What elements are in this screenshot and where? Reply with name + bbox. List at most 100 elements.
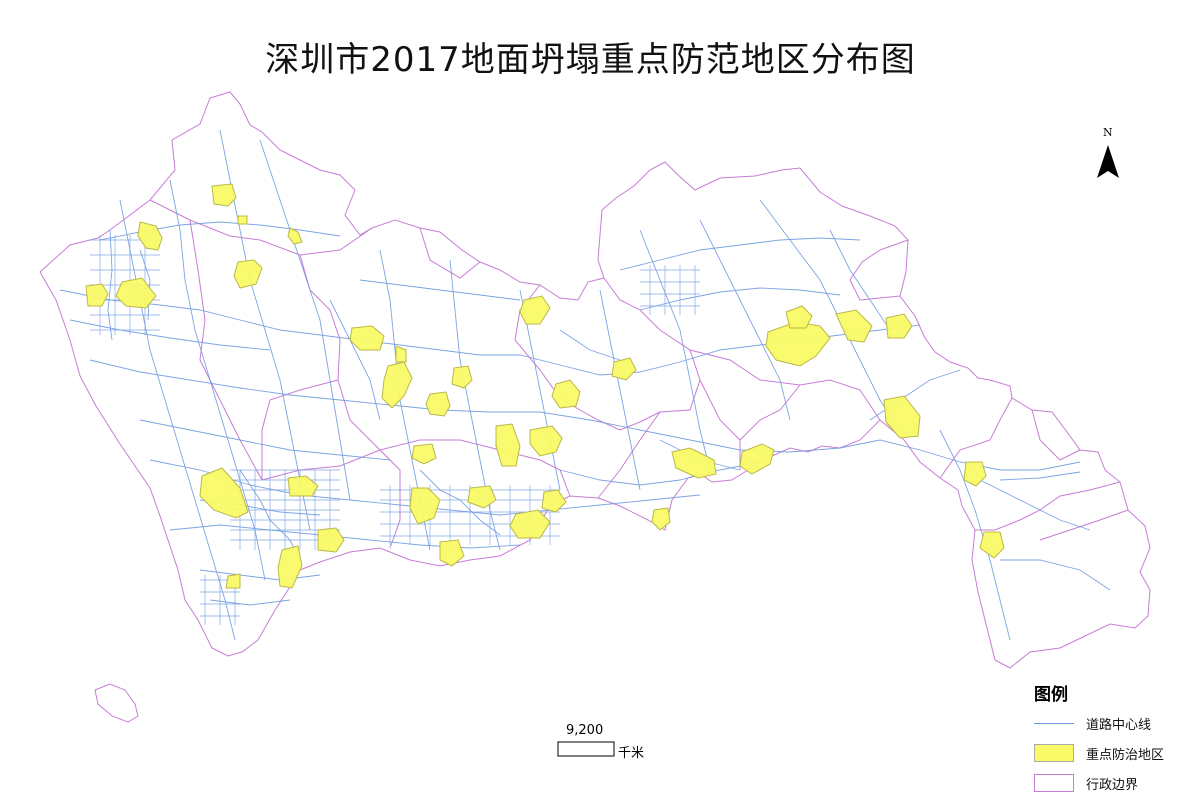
district-line	[699, 379, 741, 441]
prevention-zone	[765, 321, 831, 367]
north-label: N	[1103, 126, 1113, 139]
prevention-zone	[883, 395, 921, 439]
map-title: 深圳市2017地面坍塌重点防范地区分布图	[265, 40, 916, 80]
road	[209, 599, 291, 606]
district-line	[261, 379, 339, 480]
road	[359, 279, 521, 301]
legend-item-boundary: 行政边界	[1034, 772, 1138, 794]
prevention-zone	[835, 309, 873, 343]
legend-title: 图例	[1034, 685, 1068, 705]
prevention-zone	[495, 423, 521, 467]
district-line	[419, 227, 481, 279]
scale-bar-unit: 千米	[618, 746, 645, 761]
prevention-zone	[349, 325, 385, 351]
prevention-zone	[541, 489, 567, 513]
road	[1000, 559, 1111, 591]
road	[69, 319, 271, 351]
prevention-zone	[137, 221, 163, 251]
road	[619, 237, 861, 271]
prevention-zone	[451, 365, 473, 389]
road	[329, 299, 381, 421]
prevention-zone	[551, 379, 581, 409]
prevention-zone	[287, 227, 303, 245]
dense-road-grid	[90, 235, 700, 625]
prevention-zone	[963, 461, 987, 487]
north-arrow-icon	[1097, 145, 1119, 178]
legend-item-zone: 重点防治地区	[1034, 742, 1164, 764]
prevention-zone	[225, 573, 241, 589]
legend-item-road: 道路中心线	[1034, 712, 1151, 734]
prevention-zone	[287, 475, 319, 497]
prevention-zone	[211, 183, 237, 207]
legend-label: 重点防治地区	[1086, 747, 1165, 763]
boundary-outline-symbol	[1034, 774, 1074, 792]
road-network	[59, 129, 1111, 641]
district-line	[261, 449, 381, 481]
district-line	[1031, 409, 1081, 461]
prevention-zone	[979, 531, 1005, 559]
prevention-zone	[115, 277, 157, 309]
prevention-zones	[85, 183, 1005, 589]
prevention-zone	[611, 357, 637, 381]
road	[639, 229, 711, 471]
prevention-zone	[509, 509, 551, 539]
prevention-zone	[439, 539, 465, 567]
road	[89, 359, 1081, 471]
prevention-zone	[885, 313, 913, 339]
road	[139, 249, 151, 321]
road	[829, 229, 891, 331]
grid-block	[640, 265, 700, 315]
prevention-zone	[237, 215, 248, 225]
district-line	[849, 239, 909, 301]
prevention-zone	[411, 443, 437, 465]
prevention-zone	[785, 305, 813, 329]
district-line	[975, 481, 1121, 531]
district-line	[149, 199, 373, 256]
district-line	[939, 397, 1013, 479]
administrative-boundaries	[39, 91, 1151, 723]
road	[119, 199, 236, 641]
prevention-zone	[395, 345, 407, 363]
island-outline	[94, 683, 139, 723]
zone-fill-symbol	[1034, 744, 1074, 762]
prevention-zone	[233, 259, 263, 289]
district-line	[1039, 509, 1129, 541]
city-outline	[39, 91, 1151, 669]
scale-bar-value: 9,200	[566, 723, 604, 738]
road	[639, 287, 841, 311]
prevention-zone	[409, 487, 441, 525]
scale-bar-graphic	[557, 741, 615, 757]
road	[559, 461, 761, 486]
road	[169, 524, 521, 549]
road	[759, 199, 901, 431]
road	[259, 139, 351, 501]
road	[599, 289, 641, 491]
prevention-zone	[381, 361, 413, 409]
prevention-zone	[519, 295, 551, 325]
road	[139, 419, 391, 461]
prevention-zone	[317, 527, 345, 553]
prevention-zone	[671, 447, 717, 479]
road	[99, 221, 341, 241]
legend-label: 行政边界	[1086, 777, 1139, 793]
prevention-zone	[425, 391, 451, 417]
grid-block	[200, 575, 240, 625]
road	[979, 479, 1091, 531]
road	[999, 471, 1081, 481]
road	[559, 329, 621, 361]
road	[199, 569, 321, 581]
legend-label: 道路中心线	[1086, 717, 1152, 733]
prevention-zone	[277, 545, 303, 589]
prevention-zone	[651, 507, 671, 531]
road-line-symbol	[1034, 714, 1074, 732]
road	[939, 429, 1011, 641]
prevention-zone	[85, 283, 109, 307]
road	[699, 219, 791, 421]
road	[107, 229, 113, 341]
prevention-zone	[467, 485, 497, 509]
prevention-zone	[529, 425, 563, 457]
road	[169, 179, 266, 581]
road	[449, 259, 501, 551]
prevention-zone	[739, 443, 775, 475]
